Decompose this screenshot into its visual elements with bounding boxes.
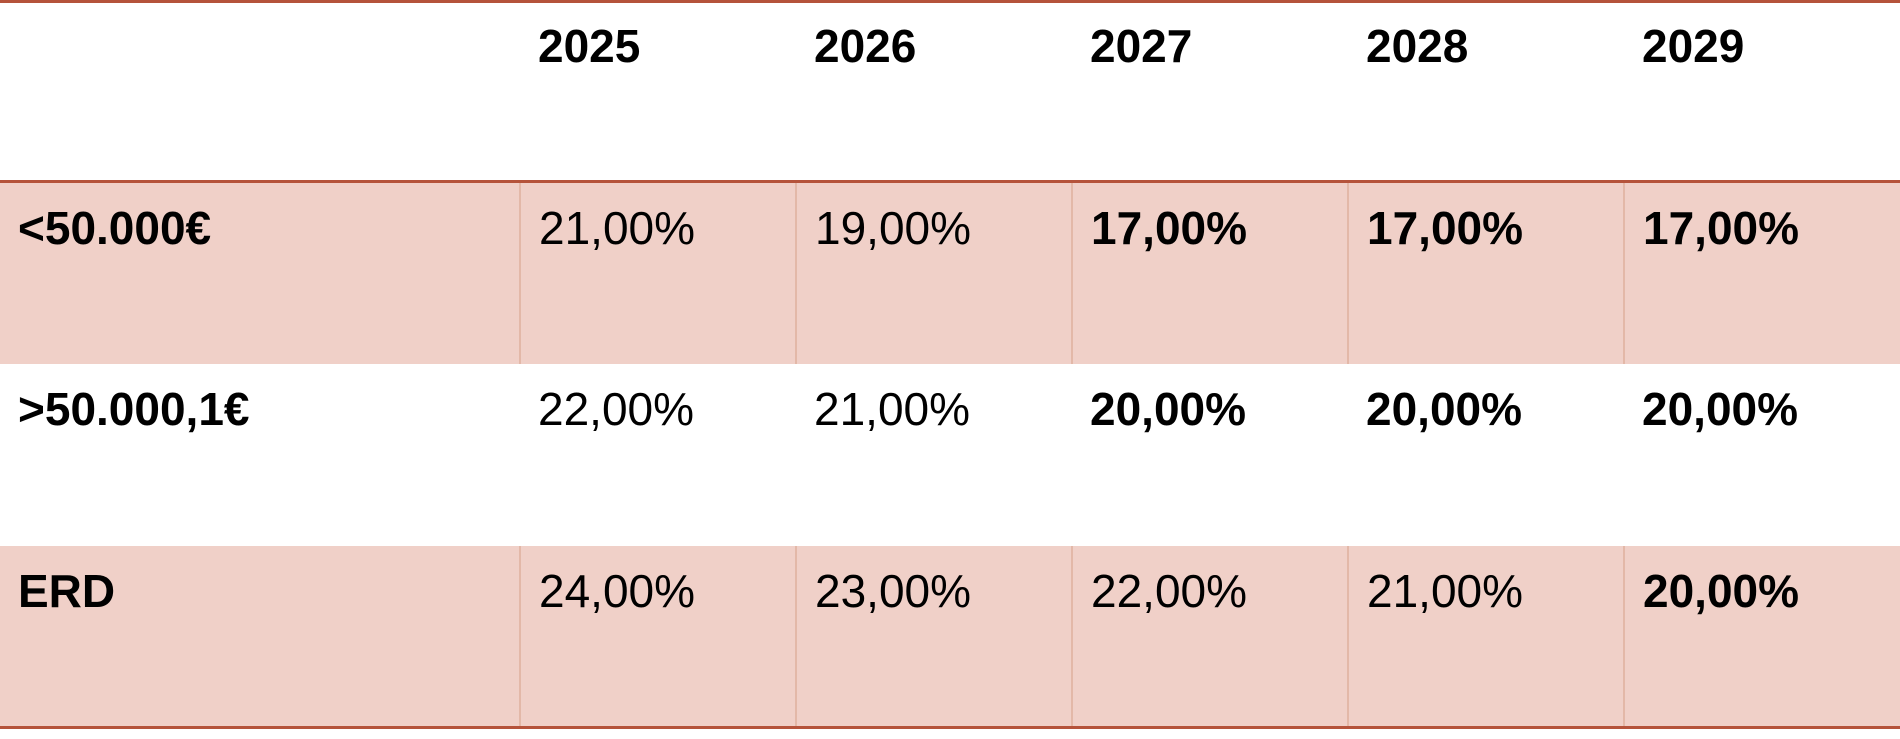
rate-cell: 17,00%: [1347, 181, 1624, 364]
rate-cell: 21,00%: [814, 382, 971, 435]
header-cell-year: 2028: [1348, 1, 1624, 183]
rate-cell: 20,00%: [1090, 382, 1247, 435]
rate-cell: 22,00%: [538, 382, 695, 435]
rate-cell: 20,00%: [1623, 545, 1900, 728]
row-label: >50.000,1€: [18, 382, 250, 435]
table-row: >50.000,1€ 22,00% 21,00% 20,00% 20,00% 20,00%: [0, 364, 1900, 546]
rate-cell: 21,00%: [519, 181, 796, 364]
rate-cell: 19,00%: [795, 181, 1072, 364]
header-cell-year: 2027: [1072, 1, 1348, 183]
header-cell-year: 2029: [1624, 1, 1900, 183]
table-row: <50.000€ 21,00% 19,00% 17,00% 17,00% 17,00%: [0, 181, 1900, 364]
rate-cell: 20,00%: [1366, 382, 1523, 435]
header-cell-empty: [0, 1, 520, 183]
rate-cell: 20,00%: [1642, 382, 1799, 435]
rate-cell: 23,00%: [795, 545, 1072, 728]
rate-cell: 17,00%: [1623, 181, 1900, 364]
rate-cell: 22,00%: [1071, 545, 1348, 728]
header-cell-year: 2026: [796, 1, 1072, 183]
rate-cell: 17,00%: [1071, 181, 1348, 364]
table-row: ERD 24,00% 23,00% 22,00% 21,00% 20,00%: [0, 545, 1900, 728]
rate-cell: 21,00%: [1347, 545, 1624, 728]
row-label: <50.000€: [0, 181, 520, 364]
header-cell-year: 2025: [520, 1, 796, 183]
rate-cell: 24,00%: [519, 545, 796, 728]
row-label: ERD: [0, 545, 520, 728]
header-row: 2025 2026 2027 2028 2029: [0, 1, 1900, 183]
